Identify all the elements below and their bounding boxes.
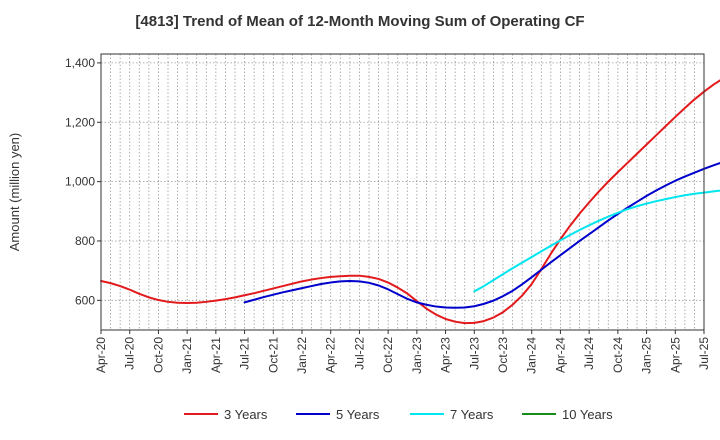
plot-frame bbox=[100, 53, 705, 331]
x-tick-label: Jul-22 bbox=[352, 337, 366, 370]
x-tick-label: Apr-21 bbox=[209, 337, 223, 373]
series-line-5-years bbox=[243, 162, 720, 309]
x-tick-label: Jul-24 bbox=[582, 337, 596, 370]
x-tick-label: Apr-22 bbox=[324, 337, 338, 373]
series-lines bbox=[100, 79, 720, 325]
y-axis-label: Amount (million yen) bbox=[7, 133, 22, 252]
x-axis-ticks: Apr-20 Jul-20 Oct-20 Jan-21 Apr-21 Jul-21 Oct-… bbox=[94, 330, 711, 374]
legend-label-10-years: 10 Years bbox=[562, 407, 613, 422]
x-tick-label: Jan-21 bbox=[180, 337, 194, 374]
x-tick-label: Jul-21 bbox=[238, 337, 252, 370]
x-tick-label: Apr-20 bbox=[94, 337, 108, 373]
y-tick-label: 800 bbox=[75, 234, 95, 248]
x-tick-label: Oct-20 bbox=[151, 337, 165, 373]
series-line-7-years bbox=[473, 189, 720, 293]
x-tick-label: Oct-23 bbox=[496, 337, 510, 373]
legend-label-3-years: 3 Years bbox=[224, 407, 268, 422]
y-axis-ticks: 600 800 1,000 1,200 1,400 bbox=[65, 56, 101, 307]
x-tick-label: Jan-24 bbox=[525, 337, 539, 374]
legend: 3 Years 5 Years 7 Years 10 Years bbox=[184, 407, 613, 422]
legend-label-5-years: 5 Years bbox=[336, 407, 380, 422]
x-tick-label: Apr-23 bbox=[439, 337, 453, 373]
x-tick-label: Oct-24 bbox=[611, 337, 625, 373]
x-tick-label: Jul-20 bbox=[123, 337, 137, 370]
y-tick-label: 1,400 bbox=[65, 56, 95, 70]
x-tick-label: Jan-23 bbox=[410, 337, 424, 374]
x-tick-label: Oct-21 bbox=[266, 337, 280, 373]
y-tick-label: 1,200 bbox=[65, 115, 95, 129]
x-tick-label: Apr-25 bbox=[668, 337, 682, 373]
series-line-3-years bbox=[100, 79, 720, 325]
x-tick-label: Oct-22 bbox=[381, 337, 395, 373]
x-tick-label: Jan-22 bbox=[295, 337, 309, 374]
x-tick-label: Jul-23 bbox=[467, 337, 481, 370]
chart-title: [4813] Trend of Mean of 12-Month Moving … bbox=[135, 13, 584, 30]
x-tick-label: Jul-25 bbox=[697, 337, 711, 370]
y-tick-label: 1,000 bbox=[65, 175, 95, 189]
x-tick-label: Jan-25 bbox=[640, 337, 654, 374]
legend-label-7-years: 7 Years bbox=[450, 407, 494, 422]
x-tick-label: Apr-24 bbox=[553, 337, 567, 373]
y-tick-label: 600 bbox=[75, 293, 95, 307]
grid-lines bbox=[100, 54, 705, 330]
